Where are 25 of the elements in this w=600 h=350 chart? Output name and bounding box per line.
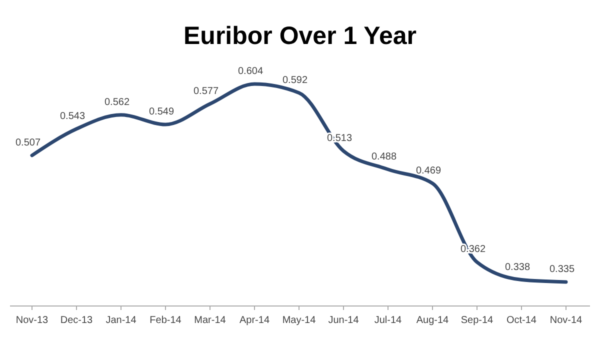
chart-title: Euribor Over 1 Year (184, 22, 417, 50)
x-tick-label: Jan-14 (106, 315, 137, 326)
data-label: 0.604 (238, 66, 264, 77)
data-label: 0.488 (371, 151, 397, 162)
x-tick-label: Apr-14 (239, 315, 270, 326)
x-tick-label: Sep-14 (460, 315, 494, 326)
data-label: 0.543 (60, 110, 86, 122)
x-tick-label: Feb-14 (150, 315, 182, 326)
data-label: 0.469 (416, 165, 442, 176)
data-label: 0.507 (15, 137, 41, 148)
x-tick-label: Oct-14 (506, 315, 537, 326)
data-label: 0.577 (193, 86, 219, 97)
x-tick-label: Mar-14 (194, 315, 226, 326)
x-tick-label: May-14 (282, 315, 316, 326)
data-label: 0.549 (148, 106, 174, 118)
x-tick-label: Dec-13 (60, 315, 94, 326)
data-label: 0.338 (504, 262, 530, 273)
x-tick-label: Nov-13 (16, 315, 49, 326)
x-tick-label: Aug-14 (416, 315, 450, 326)
data-label: 0.335 (549, 264, 575, 275)
data-label: 0.592 (282, 74, 308, 86)
x-tick-label: Nov-14 (550, 315, 583, 326)
x-tick-label: Jun-14 (328, 315, 360, 326)
x-tick-label: Jul-14 (374, 315, 402, 326)
data-label: 0.562 (104, 96, 130, 108)
